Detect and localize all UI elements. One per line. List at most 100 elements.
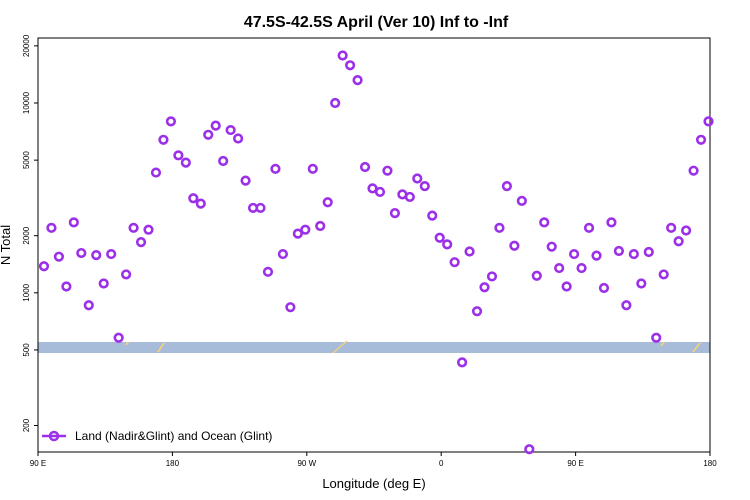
land-glint-mark [157,343,165,352]
data-point [591,250,602,261]
data-point [113,332,124,343]
y-tick-label: 200 [22,418,31,432]
y-tick-label: 10000 [22,91,31,114]
legend-marker [48,430,60,442]
data-point [121,269,132,280]
data-point [300,224,311,235]
data-point [628,248,639,260]
data-point [76,247,87,259]
data-point [412,173,423,184]
data-point [681,225,692,236]
x-tick-label: 90 W [297,459,316,468]
data-point [524,444,535,455]
data-point [292,228,303,239]
x-tick-label: 90 E [30,459,46,468]
data-point [546,241,557,252]
data-point [367,183,378,194]
data-point [382,165,393,176]
data-point [576,262,587,274]
x-tick-label: 0 [439,459,444,468]
land-glint-mark [125,342,129,345]
data-point [583,222,595,233]
y-tick-label: 5000 [22,151,31,169]
data-point [509,240,520,251]
data-point [173,150,184,161]
data-point [404,191,415,203]
data-points [38,50,714,455]
chart-title: 47.5S-42.5S April (Ver 10) Inf to -Inf [244,14,509,31]
data-point [240,175,251,186]
data-point [277,248,289,260]
data-point [442,239,453,250]
data-point [374,186,386,198]
data-point [315,220,326,232]
data-point [658,269,669,280]
data-point [688,165,699,176]
data-point [471,306,483,317]
data-point [98,278,109,289]
land-glint-mark [692,343,701,352]
data-point [666,222,677,233]
data-point [91,250,102,261]
data-point [255,202,266,214]
data-point [210,120,221,131]
y-tick-label: 500 [22,343,31,357]
data-point [539,217,550,228]
data-point [464,246,475,257]
ocean-band [38,342,710,353]
data-point [643,246,654,258]
data-point [427,210,438,221]
data-point [531,270,542,281]
data-point [419,180,430,192]
ocean-band-layer [38,342,710,353]
data-point [554,262,565,274]
data-point [330,97,341,109]
data-point [501,180,513,192]
data-point [106,248,117,260]
x-axis-label: Longitude (deg E) [322,476,425,491]
x-tick-label: 180 [166,459,180,468]
y-axis-ticks: 200 500 1000 2000 5000 10000 20000 [22,34,38,432]
data-point [449,257,460,268]
data-point [337,50,348,61]
land-glint-layer [125,341,701,353]
data-point [61,281,72,292]
data-point [150,167,162,178]
data-point [352,75,363,86]
data-point [307,163,318,174]
data-point [389,207,401,219]
data-point [569,248,580,260]
data-point [270,163,281,174]
y-tick-label: 1000 [22,283,31,301]
data-point [434,232,445,243]
data-point [53,251,65,262]
data-point [180,157,191,168]
data-point [636,278,647,289]
data-point [673,236,684,247]
data-point [46,222,57,233]
data-point [359,161,371,173]
data-point [128,222,139,233]
data-point [83,300,94,311]
y-tick-label: 20000 [22,34,31,57]
x-tick-label: 90 E [567,459,583,468]
data-point [606,217,617,228]
data-point [703,116,714,127]
data-point [486,271,498,282]
data-point [516,195,527,206]
land-glint-mark [660,342,665,346]
data-point [494,222,505,233]
data-point [233,133,244,144]
data-point [613,245,625,257]
data-point [322,197,333,208]
data-point [225,124,236,136]
data-point [621,300,632,311]
x-axis-ticks: 90 E 180 90 W 0 90 E 180 [30,452,717,468]
data-point [165,116,177,127]
data-point [218,155,229,167]
plot-frame [37,37,711,453]
legend-entry-label: Land (Nadir&Glint) and Ocean (Glint) [75,429,272,443]
data-point [158,134,169,145]
